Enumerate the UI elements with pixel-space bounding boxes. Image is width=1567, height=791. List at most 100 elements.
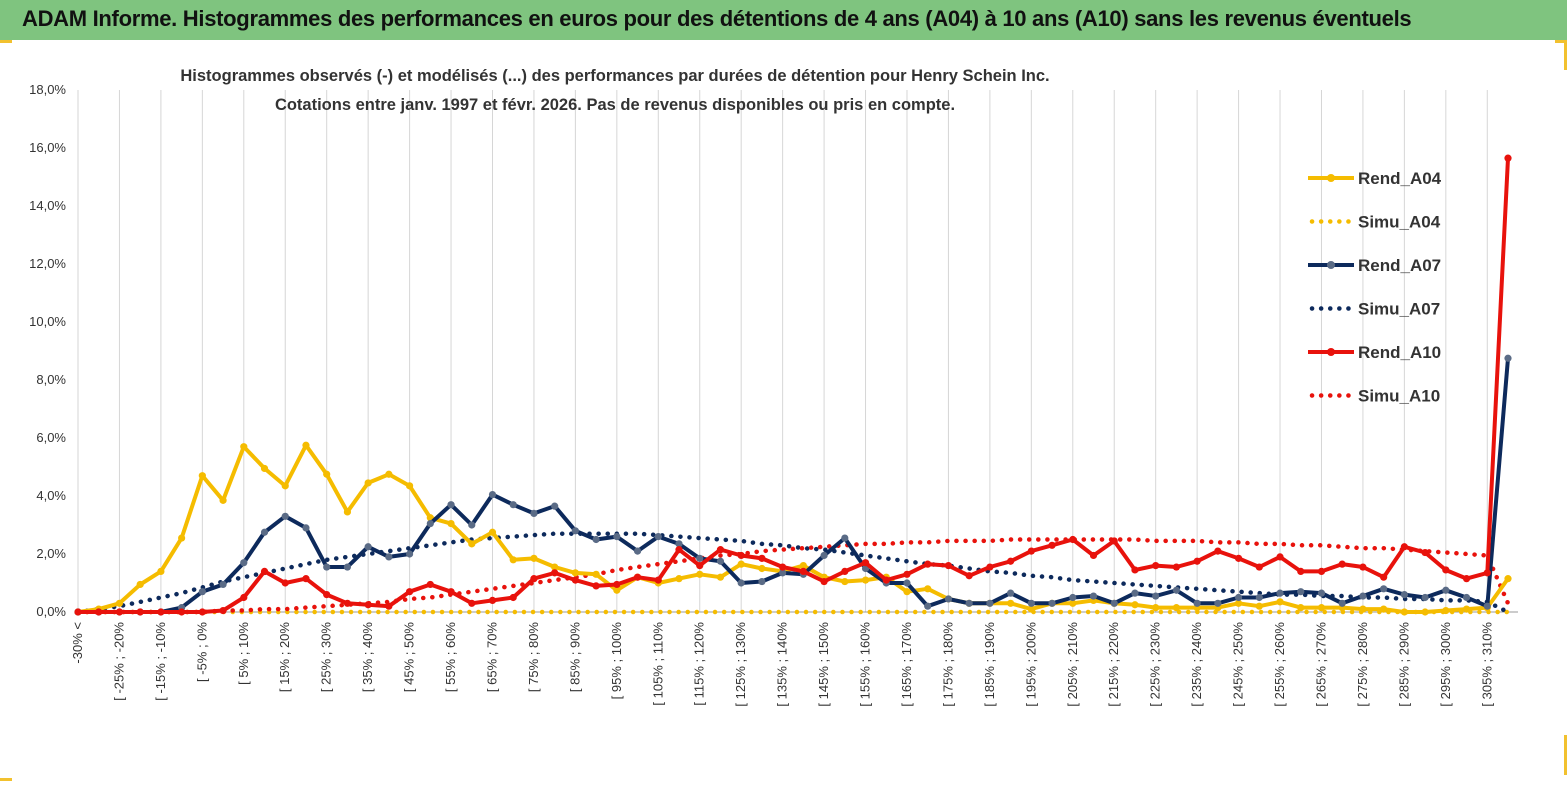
data-point — [861, 559, 870, 567]
legend-label: Simu_A07 — [1358, 300, 1440, 319]
header-banner: ADAM Informe. Histogrammes des performan… — [0, 0, 1567, 40]
x-tick-label: [ 15% ; 20% — [277, 622, 292, 693]
legend-marker — [1327, 261, 1335, 269]
corner-decoration-tr — [1555, 40, 1567, 43]
data-point — [903, 579, 911, 587]
x-tick-label: [ 35% ; 40% — [360, 622, 375, 693]
series-lines — [74, 154, 1512, 616]
data-point — [1152, 592, 1160, 600]
data-point — [551, 563, 559, 571]
data-point — [136, 608, 144, 616]
data-point — [1380, 573, 1388, 581]
data-point — [633, 573, 642, 581]
data-point — [965, 572, 973, 580]
data-point — [1193, 599, 1201, 607]
data-point — [1172, 604, 1181, 612]
grid-lines — [77, 90, 1488, 612]
data-point — [198, 588, 206, 596]
data-point — [1027, 605, 1035, 613]
chart-subtitle-line-2: Cotations entre janv. 1997 et févr. 2026… — [275, 96, 955, 114]
data-point — [986, 563, 994, 571]
data-point — [1007, 599, 1015, 607]
data-point — [240, 443, 248, 451]
data-point — [1421, 548, 1429, 557]
data-point — [115, 599, 124, 607]
data-point — [924, 560, 932, 568]
x-tick-label: [ 215% ; 220% — [1106, 622, 1121, 707]
x-tick-label: [ -5% ; 0% — [194, 622, 209, 682]
data-point — [1069, 599, 1077, 607]
data-point — [405, 588, 414, 596]
x-tick-label: [ 195% ; 200% — [1023, 622, 1038, 707]
y-tick-label: 14,0% — [29, 198, 66, 213]
data-point — [530, 509, 538, 517]
data-point — [903, 588, 911, 596]
data-point — [281, 512, 289, 520]
x-tick-label: [ 285% ; 290% — [1396, 622, 1411, 707]
data-point — [675, 540, 683, 548]
x-tick-label: [ 55% ; 60% — [443, 622, 458, 693]
data-point — [924, 602, 932, 610]
x-tick-label: [ 125% ; 130% — [733, 622, 748, 707]
data-point — [965, 599, 973, 607]
legend-item-Rend_A04: Rend_A04 — [1308, 169, 1442, 188]
data-point — [1504, 575, 1512, 583]
data-point — [509, 556, 517, 564]
series-line — [78, 358, 1510, 614]
x-tick-label: [ 85% ; 90% — [567, 622, 582, 693]
corner-decoration-br-v — [1564, 735, 1567, 775]
data-point — [903, 570, 911, 578]
data-point — [986, 599, 994, 607]
data-point — [1380, 605, 1388, 613]
data-point — [1027, 547, 1035, 555]
legend-label: Simu_A10 — [1358, 387, 1440, 406]
data-point — [1131, 601, 1139, 609]
x-tick-label: [ 115% ; 120% — [692, 622, 707, 706]
data-point — [1214, 599, 1222, 607]
x-tick-label: [ 235% ; 240% — [1189, 622, 1204, 707]
data-point — [841, 567, 849, 576]
data-point — [468, 521, 476, 529]
y-tick-label: 4,0% — [36, 488, 66, 503]
y-axis-ticks: 0,0% 2,0% 4,0% 6,0% 8,0% 10,0% 12,0% 14,0% 16,0%… — [29, 82, 66, 619]
data-point — [343, 599, 352, 607]
data-point — [551, 502, 559, 510]
x-tick-label: [ 255% ; 260% — [1272, 622, 1287, 707]
data-point — [820, 577, 828, 586]
data-point — [1442, 566, 1450, 574]
data-point — [799, 567, 807, 576]
data-point — [260, 464, 269, 473]
legend-item-Simu_A10: Simu_A10 — [1309, 387, 1440, 406]
y-tick-label: 16,0% — [29, 140, 66, 155]
data-point — [260, 528, 269, 536]
data-point — [1297, 604, 1305, 612]
data-point — [1421, 593, 1429, 602]
x-tick-label: [ 65% ; 70% — [484, 622, 499, 693]
x-tick-label: -30% < — [70, 622, 85, 664]
data-point — [1504, 154, 1512, 162]
y-tick-label: 8,0% — [36, 372, 66, 387]
data-point — [820, 551, 828, 560]
x-tick-label: [ 45% ; 50% — [402, 622, 417, 693]
data-point — [240, 593, 248, 602]
x-tick-label: [ 245% ; 250% — [1231, 622, 1246, 707]
legend-label: Rend_A04 — [1358, 169, 1442, 188]
data-point — [1131, 566, 1139, 574]
data-point — [364, 601, 372, 609]
data-point — [1069, 535, 1077, 544]
data-point — [385, 602, 393, 610]
data-point — [737, 560, 745, 568]
data-point — [343, 508, 352, 516]
data-point — [178, 608, 186, 616]
series-Rend_A04 — [74, 441, 1512, 616]
data-point — [716, 557, 725, 565]
data-point — [1172, 586, 1181, 594]
data-point — [1442, 586, 1450, 594]
x-tick-label: [ -15% ; -10% — [153, 622, 168, 701]
series-Rend_A07 — [74, 354, 1512, 616]
data-point — [1400, 543, 1408, 551]
data-point — [1007, 557, 1015, 565]
data-point — [385, 553, 393, 561]
data-point — [1359, 605, 1367, 613]
